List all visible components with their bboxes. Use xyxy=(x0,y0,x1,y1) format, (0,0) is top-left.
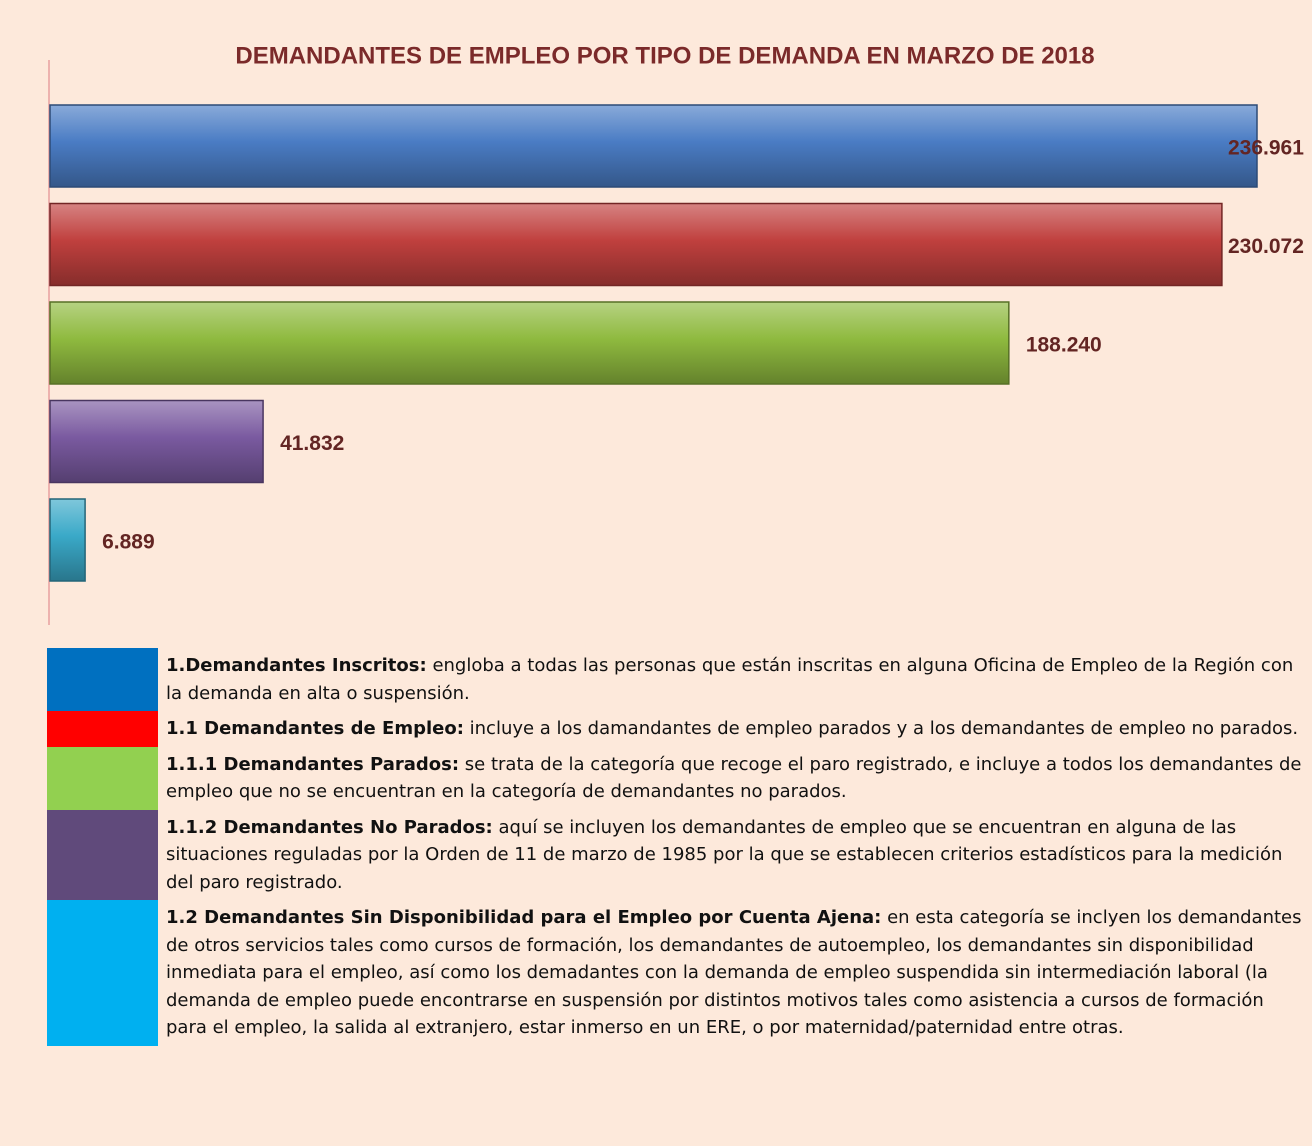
bar xyxy=(49,399,264,484)
chart: DEMANDANTES DE EMPLEO POR TIPO DE DEMAND… xyxy=(48,42,1304,625)
bar xyxy=(49,202,1223,287)
definition-term: 1.1.1 Demandantes Parados: xyxy=(166,753,460,775)
definition-row: 1.1 Demandantes de Empleo: incluye a los… xyxy=(47,711,1312,747)
color-swatch xyxy=(47,711,158,747)
value-label: 230.072 xyxy=(1228,235,1304,258)
bar xyxy=(49,104,1258,188)
color-swatch xyxy=(47,648,158,711)
definition-body: incluye a los damandantes de empleo para… xyxy=(469,718,1299,739)
definition-text: 1.2 Demandantes Sin Disponibilidad para … xyxy=(158,900,1306,1046)
definition-row: 1.2 Demandantes Sin Disponibilidad para … xyxy=(47,900,1312,1046)
definition-row: 1.Demandantes Inscritos: engloba a todas… xyxy=(47,648,1312,711)
definition-term: 1.2 Demandantes Sin Disponibilidad para … xyxy=(166,907,882,928)
definition-term: 1.1 Demandantes de Empleo: xyxy=(166,718,464,739)
definition-row: 1.1.2 Demandantes No Parados: aquí se in… xyxy=(47,809,1312,901)
color-swatch xyxy=(47,809,158,900)
definition-term: 1.Demandantes Inscritos: xyxy=(166,655,427,676)
definition-term: 1.1.2 Demandantes No Parados: xyxy=(166,816,493,838)
value-label: 6.889 xyxy=(102,531,155,554)
definitions: 1.Demandantes Inscritos: engloba a todas… xyxy=(47,648,1312,1046)
color-swatch xyxy=(47,900,158,1046)
definition-row: 1.1.1 Demandantes Parados: se trata de l… xyxy=(47,746,1312,810)
definition-text: 1.1 Demandantes de Empleo: incluye a los… xyxy=(158,711,1306,747)
bar xyxy=(49,301,1010,385)
color-swatch xyxy=(47,746,158,810)
definition-body: se trata de la categoría que recoge el p… xyxy=(166,753,1302,803)
definition-text: 1.1.2 Demandantes No Parados: aquí se in… xyxy=(158,810,1306,901)
definition-body: engloba a todas las personas que están i… xyxy=(166,655,1294,704)
definition-body: en esta categoría se inclyen los demanda… xyxy=(166,907,1302,1038)
value-label: 188.240 xyxy=(1026,334,1102,357)
definition-text: 1.Demandantes Inscritos: engloba a todas… xyxy=(158,648,1306,711)
definition-body: aquí se incluyen los demandantes de empl… xyxy=(166,816,1283,893)
definition-text: 1.1.1 Demandantes Parados: se trata de l… xyxy=(158,747,1306,810)
bar xyxy=(49,498,86,582)
chart-title: DEMANDANTES DE EMPLEO POR TIPO DE DEMAND… xyxy=(235,42,1094,69)
value-label: 236.961 xyxy=(1228,137,1304,160)
value-label: 41.832 xyxy=(280,432,344,455)
